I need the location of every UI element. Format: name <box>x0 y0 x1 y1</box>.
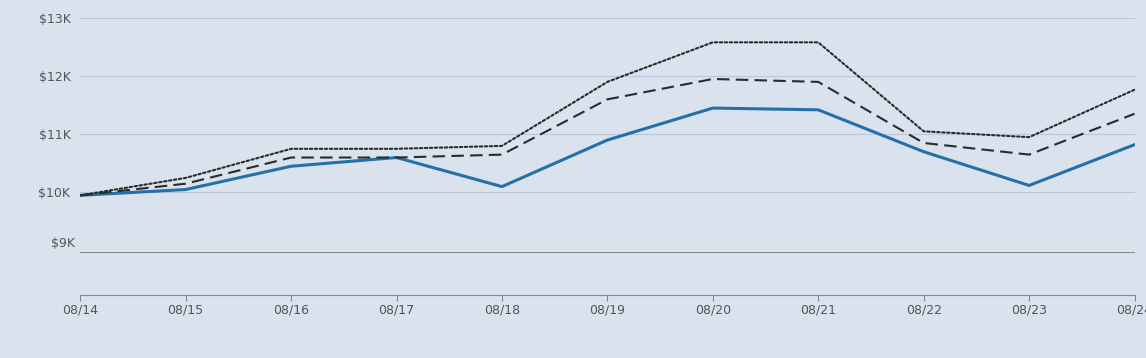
Text: $9K: $9K <box>50 237 74 250</box>
